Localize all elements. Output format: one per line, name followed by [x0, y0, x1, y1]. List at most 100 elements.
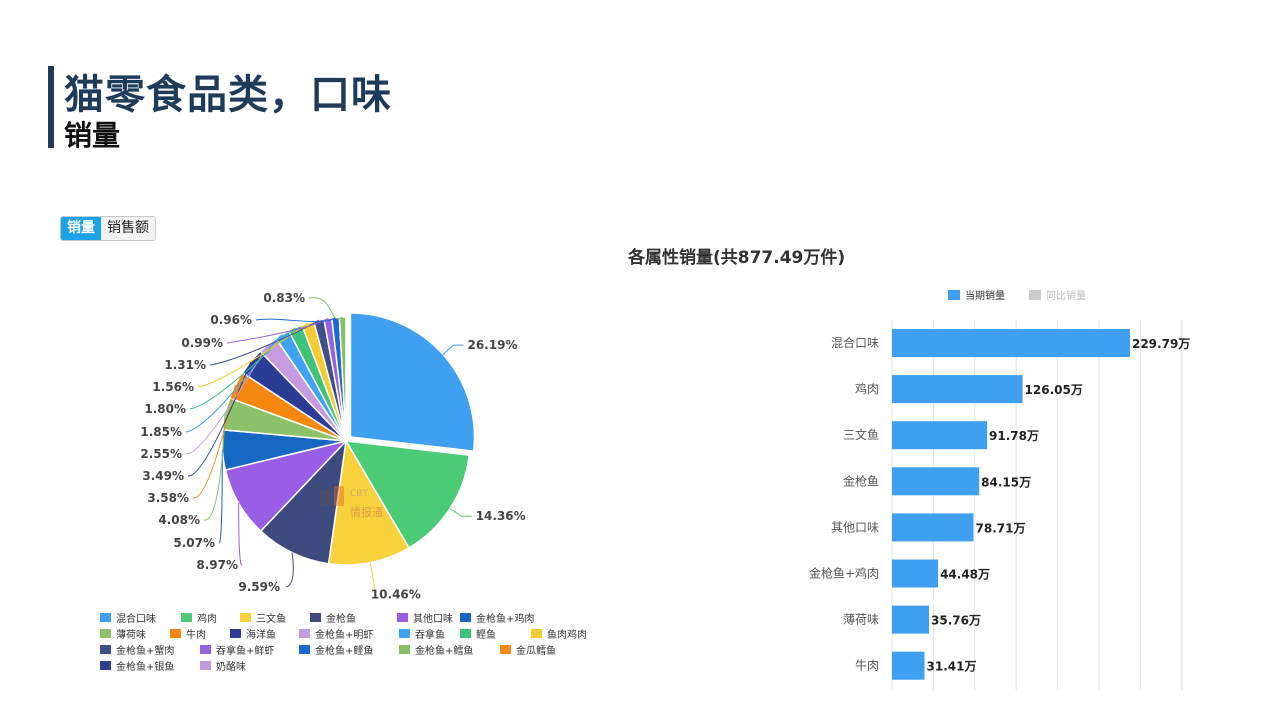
legend-swatch [299, 645, 310, 654]
legend-swatch [460, 613, 471, 622]
pie-slice[interactable] [349, 312, 476, 453]
legend-item[interactable]: 吞拿鱼+鲜虾 [200, 644, 274, 657]
bar-category-label: 金枪鱼 [843, 473, 879, 488]
bar-category-label: 三文鱼 [843, 427, 879, 442]
pie-leader-line [308, 297, 343, 320]
pie-value-label: 1.85% [140, 425, 182, 439]
legend-item[interactable]: 金枪鱼+鸡肉 [460, 612, 534, 625]
pie-leader-line [442, 344, 464, 355]
pie-slice[interactable] [344, 440, 471, 549]
legend-item[interactable]: 吞拿鱼 [399, 628, 445, 641]
tab-sales-amount[interactable]: 销售额 [101, 217, 155, 240]
legend-item[interactable]: 鱼肉鸡肉 [531, 628, 587, 641]
legend-label: 金枪鱼+鲣鱼 [315, 644, 373, 657]
page-title: 猫零食品类，口味 [64, 72, 392, 118]
pie-value-label: 8.97% [196, 558, 238, 572]
pie-value-label: 3.49% [142, 469, 184, 483]
pie-value-label: 10.46% [371, 587, 421, 601]
pie-slice[interactable] [259, 438, 348, 565]
bar[interactable] [892, 605, 929, 634]
bar-legend-label: 当期销量 [965, 289, 1005, 302]
legend-swatch [397, 613, 408, 622]
bar-category-label: 薄荷味 [843, 612, 879, 627]
bar-category-label: 鸡肉 [855, 381, 879, 396]
legend-item[interactable]: 混合口味 [100, 612, 156, 625]
bar-chart-title: 各属性销量(共877.49万件) [628, 248, 846, 268]
bar[interactable] [892, 329, 1130, 357]
legend-item[interactable]: 金枪鱼+鲣鱼 [299, 644, 373, 657]
legend-label: 吞拿鱼+鲜虾 [216, 644, 274, 657]
legend-item[interactable]: 金枪鱼+明虾 [299, 628, 373, 641]
legend-swatch [100, 645, 111, 654]
legend-label: 奶酪味 [216, 660, 246, 673]
legend-item[interactable]: 三文鱼 [240, 612, 286, 625]
bar-legend-item[interactable]: 同比销量 [1029, 289, 1086, 302]
bar-value-label: 229.79万 [1132, 337, 1190, 351]
pie-value-label: 3.58% [147, 491, 189, 505]
legend-item[interactable]: 金枪鱼 [310, 612, 356, 625]
legend-label: 金枪鱼+明虾 [315, 628, 373, 641]
bar-legend-label: 同比销量 [1046, 289, 1086, 302]
legend-item[interactable]: 鲣鱼 [460, 628, 496, 641]
legend-swatch [200, 661, 211, 670]
metric-tabs: 销量 销售额 [60, 216, 156, 241]
pie-slice[interactable] [327, 438, 410, 566]
legend-label: 金枪鱼+鳕鱼 [415, 644, 473, 657]
pie-leader-line [189, 327, 296, 410]
legend-item[interactable]: 薄荷味 [100, 628, 146, 641]
legend-label: 薄荷味 [116, 628, 146, 641]
legend-swatch [399, 645, 410, 654]
pie-leader-line [209, 319, 320, 366]
bar[interactable] [892, 559, 939, 588]
legend-label: 吞拿鱼 [415, 628, 445, 641]
legend-item[interactable]: 金枪鱼+鳕鱼 [399, 644, 473, 657]
legend-item[interactable]: 鸡肉 [181, 612, 217, 625]
legend-label: 金瓜鳕鱼 [516, 644, 556, 657]
bar[interactable] [892, 467, 980, 496]
bar-value-label: 35.76万 [931, 614, 981, 628]
pie-value-label: 0.83% [263, 291, 305, 305]
legend-label: 海洋鱼 [246, 628, 276, 641]
pie-leader-line [187, 361, 252, 477]
bar-category-label: 混合口味 [831, 335, 879, 350]
legend-label: 其他口味 [413, 612, 453, 625]
pie-value-label: 1.80% [144, 402, 186, 416]
pie-leader-line [185, 344, 269, 455]
legend-label: 鸡肉 [197, 612, 217, 625]
legend-label: 三文鱼 [256, 612, 286, 625]
legend-item[interactable]: 奶酪味 [200, 660, 246, 673]
bar[interactable] [892, 375, 1023, 404]
bar-legend-item[interactable]: 当期销量 [948, 289, 1005, 302]
tab-sales-volume[interactable]: 销量 [61, 217, 101, 240]
watermark-logo: CBT 情报通 [320, 486, 383, 519]
pie-chart: 26.19% 14.36% 10.46% 9.59%8.97% 5.07% 4.08% 3.… [100, 291, 587, 673]
legend-item[interactable]: 金瓜鳕鱼 [500, 644, 556, 657]
legend-item[interactable]: 金枪鱼+蟹肉 [100, 644, 174, 657]
legend-label: 金枪鱼+蟹肉 [116, 644, 174, 657]
legend-item[interactable]: 其他口味 [397, 612, 453, 625]
legend-item[interactable]: 海洋鱼 [230, 628, 276, 641]
legend-swatch [310, 613, 321, 622]
bar[interactable] [892, 651, 925, 680]
pie-leader-line [192, 384, 236, 499]
legend-item[interactable]: 牛肉 [170, 628, 206, 641]
legend-label: 金枪鱼+银鱼 [116, 660, 174, 673]
bar-value-label: 44.48万 [940, 568, 990, 582]
pie-leader-line [369, 562, 376, 589]
legend-item[interactable]: 金枪鱼+银鱼 [100, 660, 174, 673]
legend-label: 鲣鱼 [476, 628, 496, 641]
pie-leader-line [285, 552, 294, 588]
pie-leader-line [185, 334, 283, 433]
pie-value-label: 2.55% [140, 447, 182, 461]
legend-swatch [181, 613, 192, 622]
legend-swatch [200, 645, 211, 654]
bar[interactable] [892, 421, 988, 450]
pie-value-label: 4.08% [158, 513, 200, 527]
bar-legend: 当期销量 同比销量 [948, 289, 1086, 302]
pie-leader-line [255, 317, 336, 323]
bar-value-label: 91.78万 [989, 429, 1039, 443]
legend-swatch [240, 613, 251, 622]
pie-value-label: 1.31% [164, 358, 206, 372]
svg-text:情报通: 情报通 [350, 505, 383, 519]
bar[interactable] [892, 513, 974, 542]
